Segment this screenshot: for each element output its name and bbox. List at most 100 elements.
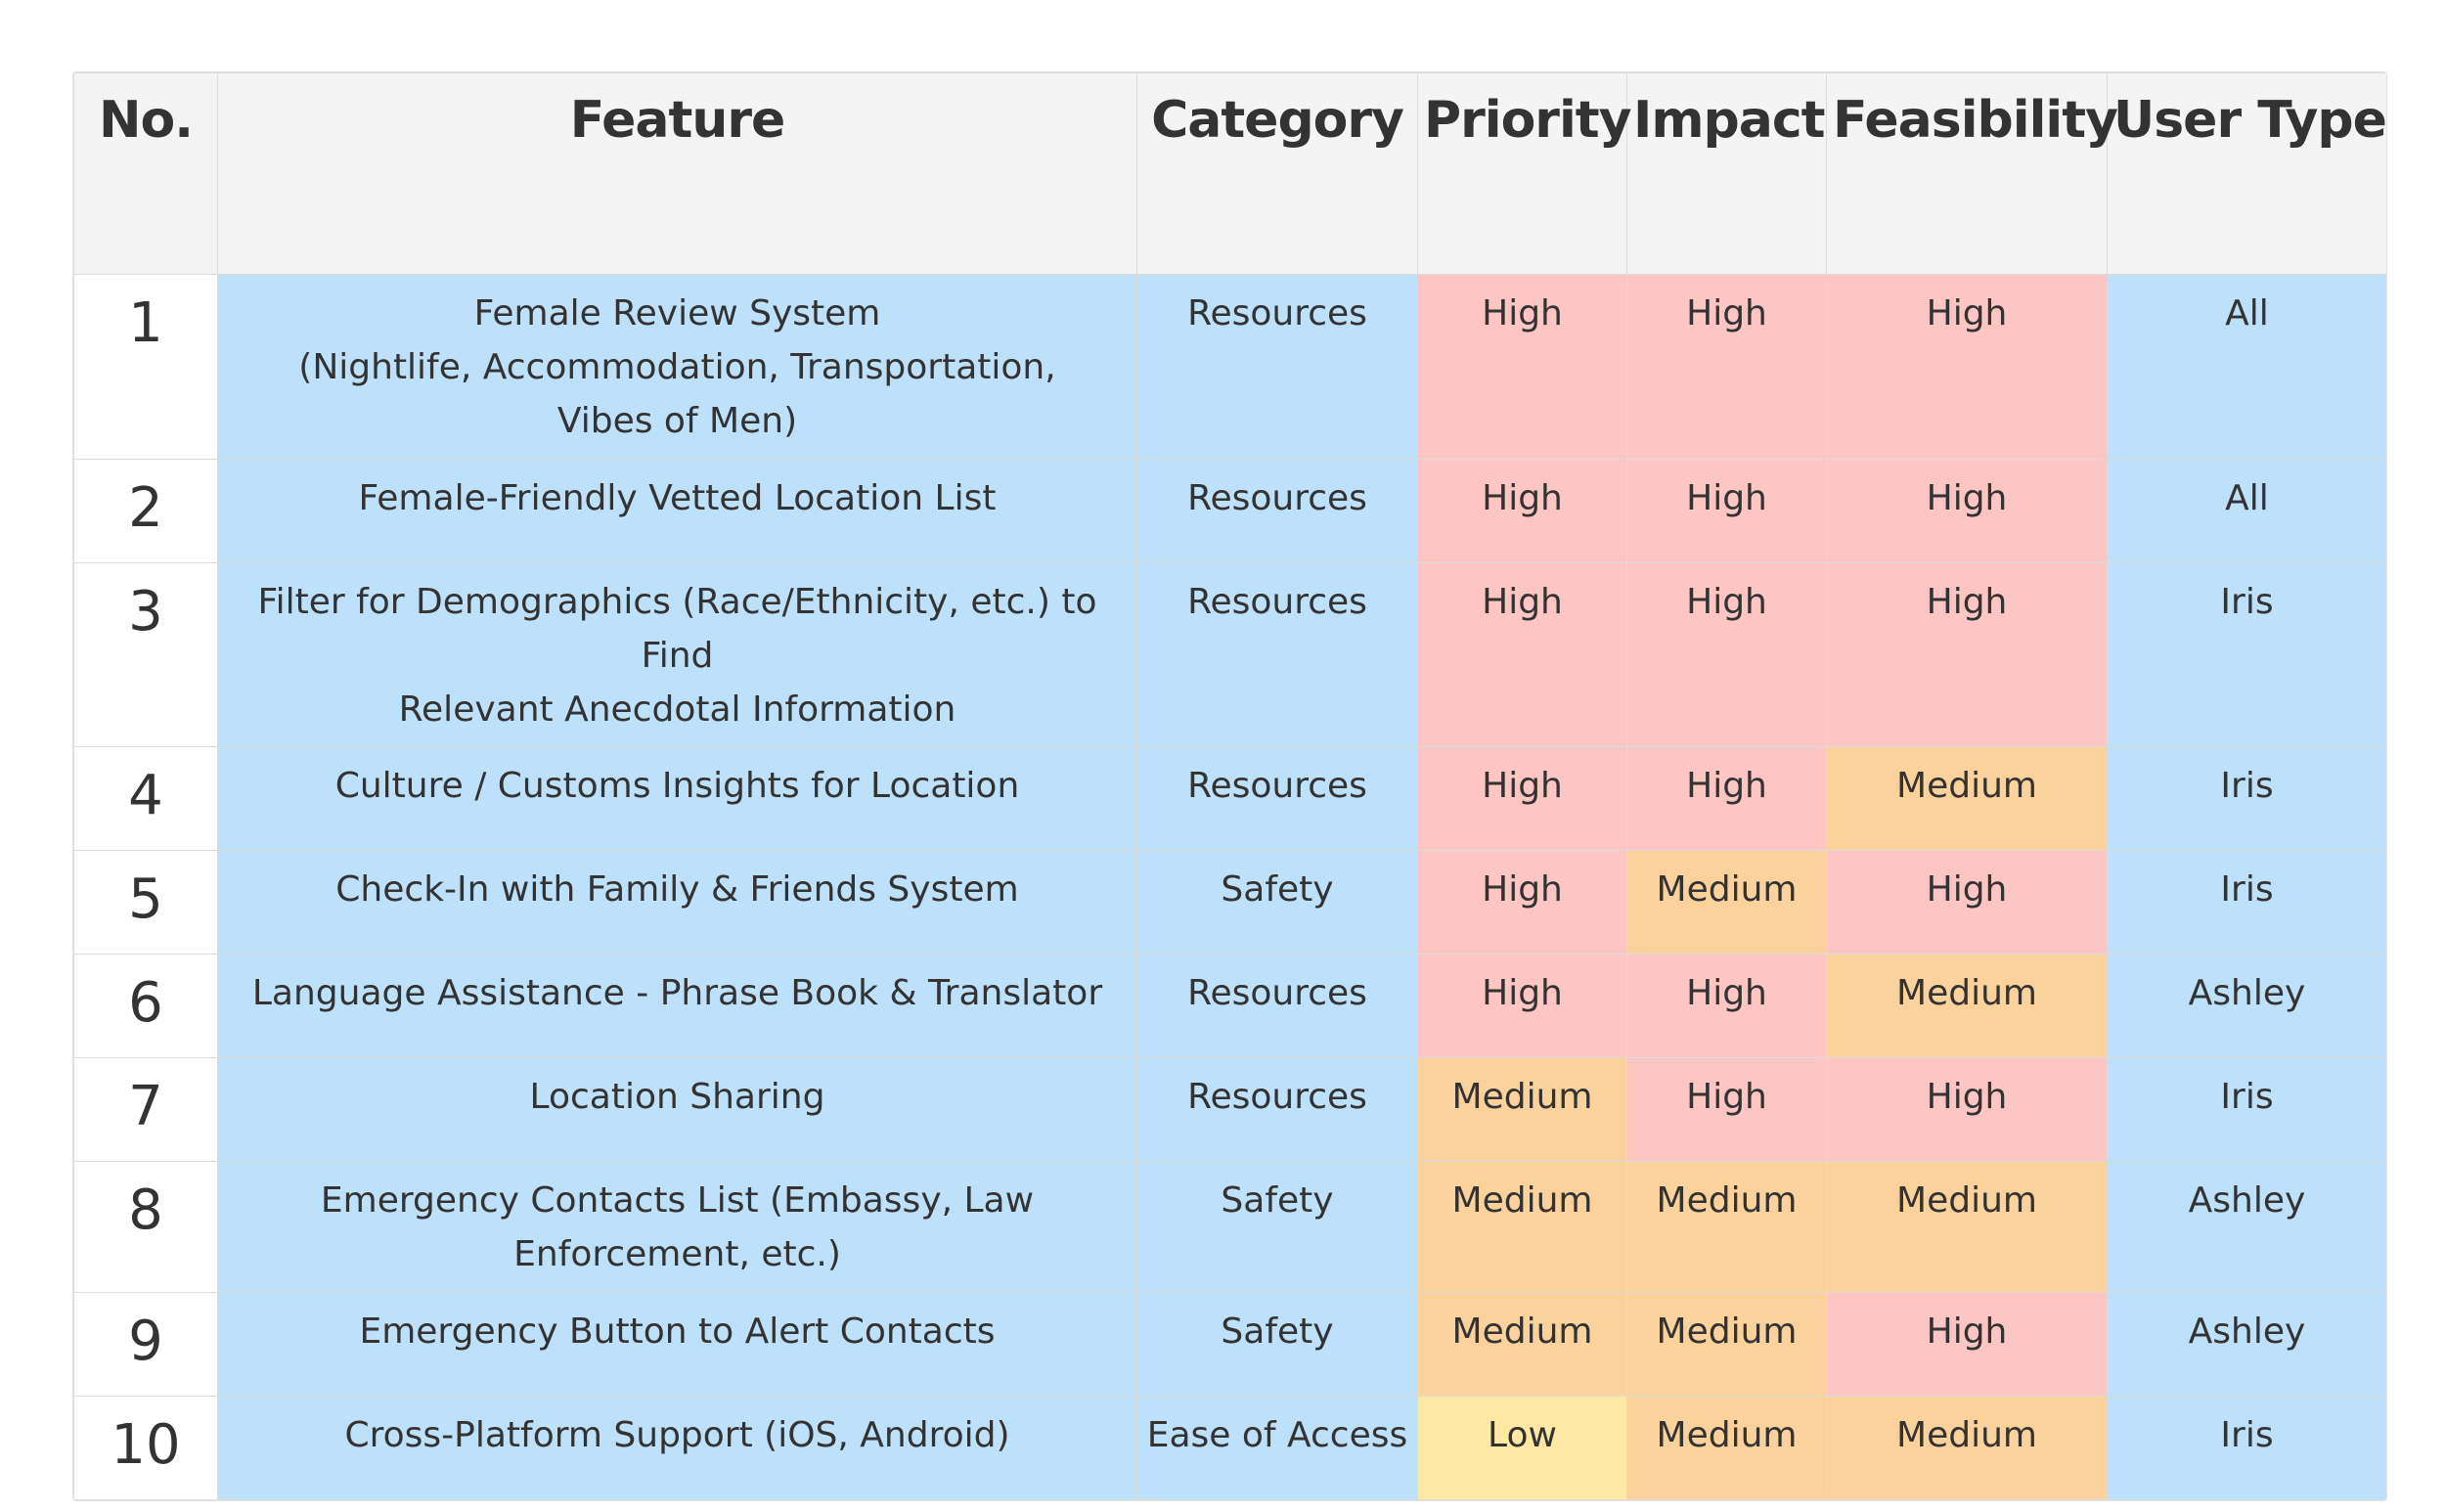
cell-no: 3 [73, 562, 218, 747]
cell-category: Resources [1136, 1057, 1418, 1162]
cell-impact: High [1626, 459, 1827, 563]
cell-priority: High [1417, 954, 1627, 1058]
cell-user-type: Iris [2107, 850, 2386, 955]
cell-category: Resources [1136, 274, 1418, 460]
cell-priority: Medium [1417, 1057, 1627, 1162]
cell-priority: High [1417, 562, 1627, 747]
header-user-type: User Type [2107, 72, 2386, 275]
cell-no: 5 [73, 850, 218, 955]
cell-feasibility: High [1826, 1292, 2108, 1397]
cell-feature: Culture / Customs Insights for Location [217, 746, 1137, 851]
table-row: 9 Emergency Button to Alert Contacts Saf… [73, 1292, 2386, 1397]
cell-user-type: Iris [2107, 562, 2386, 747]
cell-priority: Low [1417, 1396, 1627, 1500]
table-row: 10 Cross-Platform Support (iOS, Android)… [73, 1396, 2386, 1500]
cell-feature: Cross-Platform Support (iOS, Android) [217, 1396, 1137, 1500]
header-category: Category [1136, 72, 1418, 275]
feature-line: Enforcement, etc.) [513, 1234, 841, 1274]
cell-user-type: All [2107, 274, 2386, 460]
table-body: 1 Female Review System (Nightlife, Accom… [73, 274, 2386, 1500]
cell-user-type: Ashley [2107, 954, 2386, 1058]
cell-priority: High [1417, 850, 1627, 955]
cell-user-type: Ashley [2107, 1161, 2386, 1293]
cell-user-type: Iris [2107, 1396, 2386, 1500]
header-row: No. Feature Category Priority Impact Fea… [73, 72, 2386, 275]
cell-user-type: Iris [2107, 746, 2386, 851]
feature-line: Location Sharing [529, 1077, 825, 1117]
cell-feasibility: High [1826, 850, 2108, 955]
feature-prioritization-table: No. Feature Category Priority Impact Fea… [73, 72, 2386, 1500]
cell-impact: High [1626, 562, 1827, 747]
cell-no: 8 [73, 1161, 218, 1293]
table-row: 4 Culture / Customs Insights for Locatio… [73, 746, 2386, 851]
table-row: 5 Check-In with Family & Friends System … [73, 850, 2386, 955]
cell-category: Resources [1136, 954, 1418, 1058]
cell-feasibility: Medium [1826, 746, 2108, 851]
cell-impact: Medium [1626, 1161, 1827, 1293]
cell-no: 1 [73, 274, 218, 460]
cell-feature: Location Sharing [217, 1057, 1137, 1162]
header-feature: Feature [217, 72, 1137, 275]
cell-no: 2 [73, 459, 218, 563]
feature-line: Vibes of Men) [556, 401, 798, 441]
cell-no: 7 [73, 1057, 218, 1162]
cell-priority: High [1417, 459, 1627, 563]
cell-no: 9 [73, 1292, 218, 1397]
feature-line: Female-Friendly Vetted Location List [358, 478, 997, 518]
feature-line: Check-In with Family & Friends System [335, 869, 1019, 910]
table-row: 2 Female-Friendly Vetted Location List R… [73, 459, 2386, 563]
table-row: 7 Location Sharing Resources Medium High… [73, 1057, 2386, 1162]
cell-no: 10 [73, 1396, 218, 1500]
cell-priority: Medium [1417, 1292, 1627, 1397]
cell-feature: Female Review System (Nightlife, Accommo… [217, 274, 1137, 460]
cell-user-type: All [2107, 459, 2386, 563]
header-no: No. [73, 72, 218, 275]
feature-line: (Nightlife, Accommodation, Transportatio… [298, 347, 1056, 387]
cell-category: Ease of Access [1136, 1396, 1418, 1500]
table-row: 6 Language Assistance - Phrase Book & Tr… [73, 954, 2386, 1058]
cell-category: Safety [1136, 1161, 1418, 1293]
cell-feasibility: Medium [1826, 954, 2108, 1058]
cell-feature: Language Assistance - Phrase Book & Tran… [217, 954, 1137, 1058]
cell-feature: Filter for Demographics (Race/Ethnicity,… [217, 562, 1137, 747]
cell-feasibility: High [1826, 459, 2108, 563]
cell-feasibility: High [1826, 1057, 2108, 1162]
cell-impact: High [1626, 954, 1827, 1058]
feature-line: Cross-Platform Support (iOS, Android) [344, 1415, 1010, 1455]
cell-no: 6 [73, 954, 218, 1058]
header-feasibility: Feasibility [1826, 72, 2118, 275]
table-row: 1 Female Review System (Nightlife, Accom… [73, 274, 2386, 460]
cell-impact: High [1626, 746, 1827, 851]
cell-impact: Medium [1626, 1292, 1827, 1397]
header-impact: Impact [1626, 72, 1827, 275]
cell-user-type: Iris [2107, 1057, 2386, 1162]
cell-category: Resources [1136, 562, 1418, 747]
cell-feature: Emergency Contacts List (Embassy, Law En… [217, 1161, 1137, 1293]
cell-feasibility: Medium [1826, 1396, 2108, 1500]
cell-feasibility: Medium [1826, 1161, 2108, 1293]
cell-priority: Medium [1417, 1161, 1627, 1293]
cell-feasibility: High [1826, 274, 2108, 460]
table-row: 8 Emergency Contacts List (Embassy, Law … [73, 1161, 2386, 1293]
cell-feature: Emergency Button to Alert Contacts [217, 1292, 1137, 1397]
cell-category: Resources [1136, 459, 1418, 563]
feature-line: Language Assistance - Phrase Book & Tran… [251, 973, 1103, 1013]
table-row: 3 Filter for Demographics (Race/Ethnicit… [73, 562, 2386, 747]
cell-impact: High [1626, 1057, 1827, 1162]
cell-category: Resources [1136, 746, 1418, 851]
cell-impact: High [1626, 274, 1827, 460]
feature-line: Relevant Anecdotal Information [398, 689, 956, 730]
cell-category: Safety [1136, 1292, 1418, 1397]
cell-feature: Female-Friendly Vetted Location List [217, 459, 1137, 563]
cell-priority: High [1417, 274, 1627, 460]
feature-line: Emergency Contacts List (Embassy, Law [320, 1180, 1035, 1221]
feature-line: Culture / Customs Insights for Location [334, 766, 1020, 806]
cell-no: 4 [73, 746, 218, 851]
cell-category: Safety [1136, 850, 1418, 955]
cell-feature: Check-In with Family & Friends System [217, 850, 1137, 955]
cell-impact: Medium [1626, 1396, 1827, 1500]
cell-impact: Medium [1626, 850, 1827, 955]
feature-line: Emergency Button to Alert Contacts [359, 1312, 996, 1352]
cell-user-type: Ashley [2107, 1292, 2386, 1397]
feature-line: Female Review System [473, 293, 881, 334]
